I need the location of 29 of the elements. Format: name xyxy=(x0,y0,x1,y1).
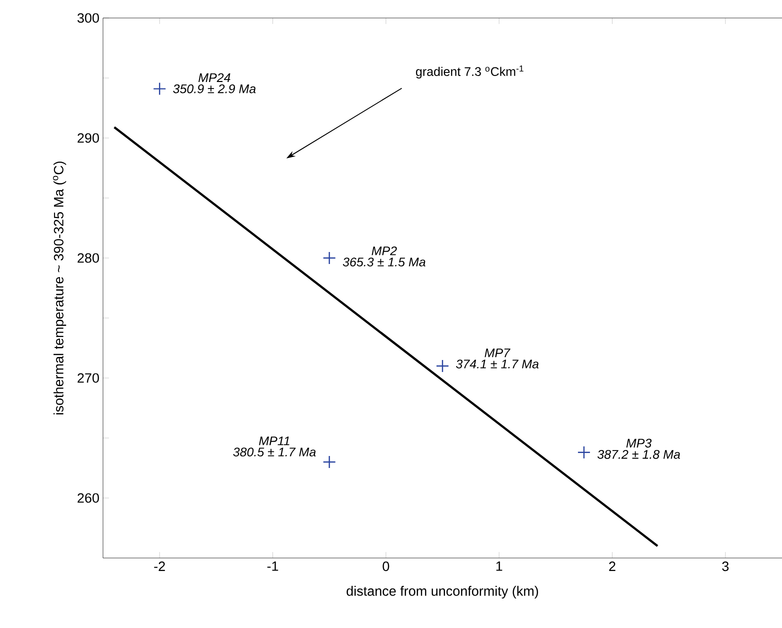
x-tick-label: 3 xyxy=(722,562,729,572)
point xyxy=(322,251,336,265)
annotation: 380.5 ± 1.7 Ma xyxy=(233,448,316,456)
annotation: MP24 xyxy=(198,73,230,82)
annotation: MP2 xyxy=(372,246,397,256)
y-axis-title: isothermal temperature ~ 390-325 Ma ($^{o}$C) xyxy=(53,162,66,414)
y-tick-label: 300 xyxy=(77,13,99,23)
x-tick-label: -1 xyxy=(267,562,278,571)
x-tick-label: -2 xyxy=(154,562,165,571)
y-tick-label: 260 xyxy=(78,493,99,503)
annotation: gradient 7.3 $^{o}$Ckm$^{-1}$ xyxy=(416,66,524,78)
annotation: MP3 xyxy=(626,438,652,448)
x-tick-label: 2 xyxy=(609,562,616,571)
annotation: 374.1 ± 1.7 Ma xyxy=(456,360,539,368)
annotation: 365.3 ± 1.5 Ma xyxy=(342,258,426,266)
annotation: 387.2 ± 1.8 Ma xyxy=(597,450,680,459)
annotation: MP7 xyxy=(484,348,510,358)
point xyxy=(577,446,591,459)
y-tick-label: 270 xyxy=(78,373,99,383)
y-tick-label: 280 xyxy=(78,253,99,263)
point xyxy=(322,455,336,469)
annotation: MP11 xyxy=(259,436,290,446)
y-tick-label: 290 xyxy=(78,133,99,143)
point xyxy=(436,359,450,373)
x-axis-title: distance from unconformity (km) xyxy=(346,586,538,598)
annotation: 350.9 ± 2.9 Ma xyxy=(173,84,256,94)
point xyxy=(152,82,166,96)
x-tick-label: 1 xyxy=(496,562,502,571)
x-tick-label: 0 xyxy=(382,562,390,572)
